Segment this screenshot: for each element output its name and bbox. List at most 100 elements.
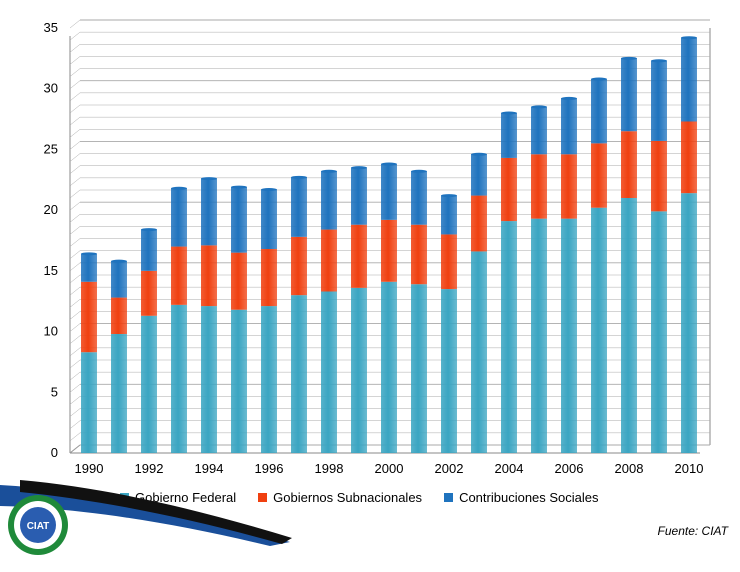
bar-2000-1 (381, 219, 397, 282)
bar-2003-1 (471, 195, 487, 252)
logo-text: CIAT (27, 521, 50, 532)
bar-1999-0 (351, 287, 367, 453)
gridline-connector (69, 262, 81, 272)
x-tick-label: 2010 (675, 461, 704, 476)
x-tick-label: 2002 (435, 461, 464, 476)
bar-2004-2 (501, 113, 517, 158)
bar-2007-1 (591, 143, 607, 208)
gridline-connector (69, 384, 81, 393)
bar-2009-1 (651, 140, 667, 212)
y-tick-label: 35 (44, 20, 58, 35)
gridline-connector (69, 335, 81, 344)
gridline-connector (69, 274, 81, 284)
bar-2003-2 (471, 154, 487, 196)
bar-1994-1 (201, 245, 217, 307)
bar-2001-2 (411, 171, 427, 225)
gridline-connector (69, 31, 81, 41)
bar-2002-1 (441, 234, 457, 290)
gridline-connector (69, 359, 81, 369)
gridline-connector (69, 444, 81, 454)
gridline-connector (69, 44, 81, 53)
bar-2005-0 (531, 218, 547, 453)
bar-cap-2001 (411, 169, 427, 173)
bar-2001-1 (411, 224, 427, 285)
gridline-connector (69, 323, 81, 332)
bar-cap-1990 (81, 252, 97, 256)
y-tick-label: 15 (44, 263, 58, 278)
bar-1991-0 (111, 334, 127, 453)
bar-cap-2002 (441, 194, 457, 198)
gridline-connector (69, 396, 81, 405)
gridline-connector (69, 311, 81, 320)
gridline-connector (69, 165, 81, 174)
legend: Gobierno Federal Gobiernos Subnacionales… (120, 490, 599, 505)
y-tick-label: 10 (44, 324, 58, 339)
x-tick-label: 1992 (135, 461, 164, 476)
y-tick-label: 20 (44, 202, 58, 217)
bar-2000-0 (381, 281, 397, 453)
bar-1990-0 (81, 352, 97, 453)
bar-2010-2 (681, 37, 697, 122)
y-tick-label: 0 (51, 445, 58, 460)
bar-2010-0 (681, 193, 697, 453)
bar-cap-1997 (291, 175, 307, 179)
bar-2005-2 (531, 106, 547, 155)
gridline-connector (69, 141, 81, 150)
bar-1991-1 (111, 297, 127, 334)
black-sweep-decoration (20, 480, 292, 544)
gridline-connector (69, 347, 81, 357)
bar-cap-2005 (531, 105, 547, 109)
bar-cap-1991 (111, 259, 127, 263)
bar-1995-0 (231, 309, 247, 453)
bar-cap-1993 (171, 186, 187, 190)
gridline-connector (69, 299, 81, 308)
bar-2003-0 (471, 251, 487, 453)
legend-label: Gobiernos Subnacionales (273, 490, 423, 505)
gridline-connector (69, 226, 81, 235)
bar-1995-1 (231, 252, 247, 310)
bar-1990-2 (81, 253, 97, 282)
bar-1997-0 (291, 295, 307, 453)
legend-label: Contribuciones Sociales (459, 490, 599, 505)
bar-2010-1 (681, 121, 697, 194)
bar-1991-2 (111, 261, 127, 298)
gridline-connector (69, 177, 81, 187)
bar-cap-1996 (261, 188, 277, 191)
bar-1995-2 (231, 187, 247, 253)
gridline-connector (69, 104, 81, 114)
gridline-connector (69, 408, 81, 417)
bar-1996-0 (261, 306, 277, 453)
gridline-connector (69, 56, 81, 65)
gridline-connector (69, 238, 81, 247)
footer-decoration: CIAT (0, 470, 300, 567)
x-tick-label: 2006 (555, 461, 584, 476)
bar-cap-1998 (321, 169, 337, 173)
bar-1996-2 (261, 189, 277, 249)
gridline-connector (69, 371, 81, 381)
bar-2006-1 (561, 154, 577, 219)
gridline-connector (69, 214, 81, 223)
ciat-logo: CIAT (8, 495, 68, 555)
bar-1993-0 (171, 304, 187, 453)
gridline-connector (69, 129, 81, 138)
bar-cap-2003 (471, 152, 487, 156)
x-tick-label: 1996 (255, 461, 284, 476)
bar-cap-2004 (501, 111, 517, 115)
bar-2006-0 (561, 218, 577, 453)
gridline-connector (69, 250, 81, 259)
gridline-connector (69, 92, 81, 102)
bar-1998-0 (321, 291, 337, 453)
bar-2007-2 (591, 79, 607, 144)
bar-1993-2 (171, 188, 187, 247)
bar-2009-2 (651, 60, 667, 141)
legend-label: Gobierno Federal (135, 490, 237, 505)
bar-2004-1 (501, 157, 517, 222)
x-tick-label: 2008 (615, 461, 644, 476)
x-tick-label: 1998 (315, 461, 344, 476)
bar-cap-1994 (201, 177, 217, 181)
legend-swatch (444, 493, 454, 502)
bar-1990-1 (81, 281, 97, 353)
gridline-connector (69, 189, 81, 199)
bar-1999-1 (351, 224, 367, 288)
